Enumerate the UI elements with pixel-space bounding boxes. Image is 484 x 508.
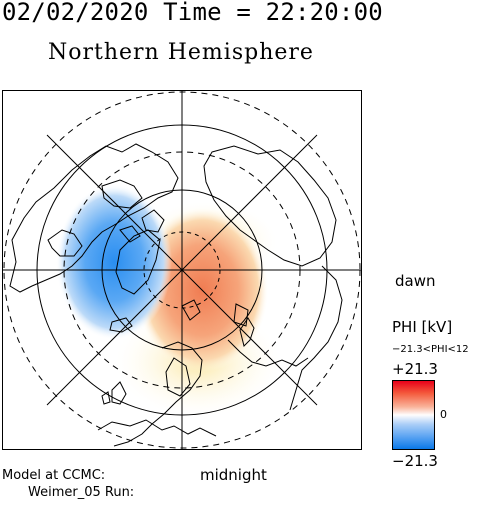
time-header: 02/02/2020 Time = 22:20:00 <box>2 0 383 26</box>
potential-negative-cell <box>56 184 172 340</box>
midnight-label: midnight <box>200 466 267 484</box>
colorbar-range-label: −21.3<PHI<12 <box>392 344 469 355</box>
coastline-mediterranean <box>97 419 217 437</box>
colorbar <box>392 380 435 450</box>
coastline-hudson <box>47 229 83 257</box>
coastline-novaya-zemlya <box>239 317 255 347</box>
meridian-line <box>46 134 318 406</box>
colorbar-quantity-label: PHI [kV] <box>392 318 453 336</box>
colorbar-max-label: +21.3 <box>392 360 438 378</box>
model-label: Model at CCMC: <box>2 468 106 483</box>
coastline-asia <box>203 145 337 267</box>
coastline-russia-north <box>227 339 309 367</box>
coastline-asia-east <box>289 265 343 411</box>
polar-map <box>2 90 362 450</box>
coastline-svalbard <box>181 299 249 327</box>
coastlines <box>9 143 343 447</box>
coastline-scandinavia <box>165 357 191 397</box>
run-label: Weimer_05 Run: <box>28 485 135 500</box>
coastline-iceland <box>109 317 133 333</box>
colorbar-zero-label: 0 <box>440 408 447 421</box>
coastline-europe <box>113 341 203 447</box>
coastline-greenland <box>115 229 161 295</box>
colorbar-min-label: −21.3 <box>392 452 438 470</box>
coastline-north-america <box>9 143 179 293</box>
polar-map-svg <box>2 90 362 450</box>
coastline-arctic-islands <box>101 179 165 243</box>
dawn-label: dawn <box>395 272 436 290</box>
coastline-british-isles <box>101 381 127 405</box>
map-border <box>2 90 362 450</box>
hemisphere-title: Northern Hemisphere <box>48 40 314 65</box>
